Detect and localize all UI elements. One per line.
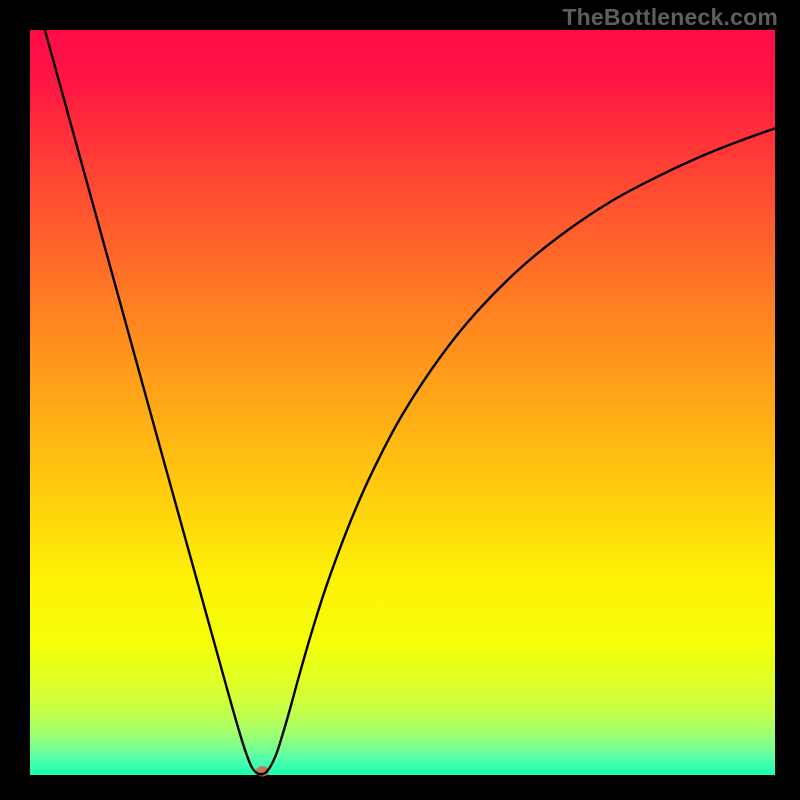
bottleneck-chart xyxy=(0,0,800,800)
watermark-text: TheBottleneck.com xyxy=(562,4,778,31)
plot-background xyxy=(30,30,775,775)
chart-container: TheBottleneck.com xyxy=(0,0,800,800)
